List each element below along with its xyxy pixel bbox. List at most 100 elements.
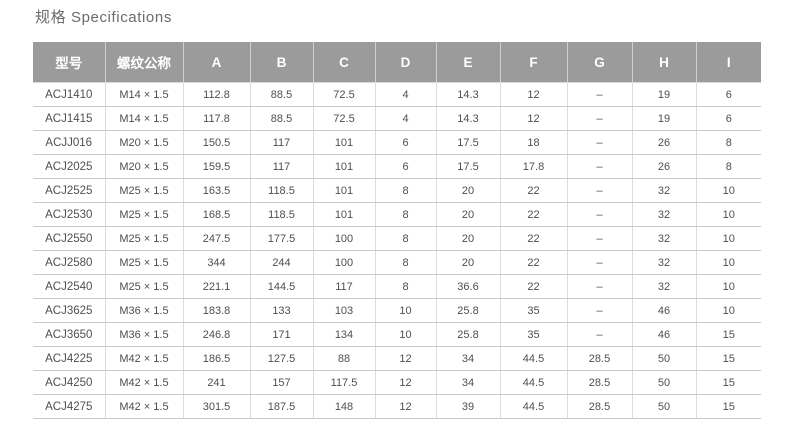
table-cell: 301.5 bbox=[183, 394, 251, 419]
table-cell: 44.5 bbox=[500, 346, 568, 371]
column-header-a: A bbox=[183, 42, 251, 83]
table-cell: M20 × 1.5 bbox=[105, 154, 184, 179]
model-cell: ACJ1410 bbox=[33, 82, 106, 107]
table-cell: 14.3 bbox=[436, 82, 501, 107]
table-row: ACJ4275 M42 × 1.5 301.5 187.5 148 12 39 44.5 28.… bbox=[33, 394, 761, 419]
table-cell: 88 bbox=[313, 346, 376, 371]
table-cell: 117.8 bbox=[183, 106, 251, 131]
table-cell: 35 bbox=[500, 298, 568, 323]
column-header-e: E bbox=[436, 42, 501, 83]
table-cell: 4 bbox=[375, 82, 437, 107]
table-cell: 32 bbox=[632, 250, 697, 275]
table-cell: 28.5 bbox=[567, 394, 633, 419]
header-row: 型号 螺纹公称 A B C D E F G H I bbox=[33, 42, 761, 83]
column-header-i: I bbox=[696, 42, 761, 83]
table-cell: 25.8 bbox=[436, 298, 501, 323]
model-cell: ACJ2550 bbox=[33, 226, 106, 251]
table-cell: 133 bbox=[250, 298, 314, 323]
table-cell: 32 bbox=[632, 178, 697, 203]
table-cell: 171 bbox=[250, 322, 314, 347]
table-cell: 22 bbox=[500, 202, 568, 227]
table-cell: 117 bbox=[313, 274, 376, 299]
table-cell: – bbox=[567, 322, 633, 347]
table-cell: 25.8 bbox=[436, 322, 501, 347]
table-cell: 28.5 bbox=[567, 370, 633, 395]
model-cell: ACJ1415 bbox=[33, 106, 106, 131]
table-cell: 12 bbox=[500, 82, 568, 107]
table-cell: 8 bbox=[375, 274, 437, 299]
table-row: ACJ3625 M36 × 1.5 183.8 133 103 10 25.8 35–46 10 bbox=[33, 298, 761, 323]
table-cell: 88.5 bbox=[250, 106, 314, 131]
model-cell: ACJ4225 bbox=[33, 346, 106, 371]
table-cell: 50 bbox=[632, 394, 697, 419]
table-cell: 150.5 bbox=[183, 130, 251, 155]
table-cell: 6 bbox=[696, 106, 761, 131]
table-cell: 101 bbox=[313, 178, 376, 203]
table-cell: 117 bbox=[250, 154, 314, 179]
table-cell: 6 bbox=[375, 130, 437, 155]
table-cell: 12 bbox=[375, 370, 437, 395]
table-cell: 157 bbox=[250, 370, 314, 395]
table-cell: 20 bbox=[436, 202, 501, 227]
table-cell: 17.5 bbox=[436, 130, 501, 155]
table-row: ACJ2525 M25 × 1.5 163.5 118.5 101 8 20 22–32 10 bbox=[33, 178, 761, 203]
table-cell: 26 bbox=[632, 154, 697, 179]
table-body: ACJ1410 M14 × 1.5 112.8 88.5 72.5 4 14.3 12–19 6… bbox=[33, 82, 761, 419]
table-cell: 10 bbox=[696, 250, 761, 275]
table-cell: 127.5 bbox=[250, 346, 314, 371]
table-cell: 44.5 bbox=[500, 370, 568, 395]
table-cell: – bbox=[567, 250, 633, 275]
table-cell: 15 bbox=[696, 370, 761, 395]
table-cell: 117.5 bbox=[313, 370, 376, 395]
table-cell: 15 bbox=[696, 322, 761, 347]
model-cell: ACJ2025 bbox=[33, 154, 106, 179]
table-row: ACJ2025 M20 × 1.5 159.5 117 101 6 17.5 17.8–26 8 bbox=[33, 154, 761, 179]
table-cell: M25 × 1.5 bbox=[105, 274, 184, 299]
table-cell: 34 bbox=[436, 370, 501, 395]
table-cell: 118.5 bbox=[250, 178, 314, 203]
table-cell: 183.8 bbox=[183, 298, 251, 323]
table-cell: 8 bbox=[696, 154, 761, 179]
table-cell: – bbox=[567, 106, 633, 131]
table-cell: 22 bbox=[500, 274, 568, 299]
model-cell: ACJ2525 bbox=[33, 178, 106, 203]
table-cell: 10 bbox=[375, 322, 437, 347]
table-cell: 10 bbox=[696, 178, 761, 203]
table-cell: 246.8 bbox=[183, 322, 251, 347]
table-cell: 134 bbox=[313, 322, 376, 347]
table-cell: M14 × 1.5 bbox=[105, 106, 184, 131]
table-row: ACJ1415 M14 × 1.5 117.8 88.5 72.5 4 14.3 12–19 6 bbox=[33, 106, 761, 131]
model-cell: ACJ2530 bbox=[33, 202, 106, 227]
column-header-d: D bbox=[375, 42, 437, 83]
table-row: ACJ4250 M42 × 1.5 241 157 117.5 12 34 44.5 28.5 5… bbox=[33, 370, 761, 395]
table-cell: 35 bbox=[500, 322, 568, 347]
table-row: ACJ2530 M25 × 1.5 168.5 118.5 101 8 20 22–32 10 bbox=[33, 202, 761, 227]
table-cell: 34 bbox=[436, 346, 501, 371]
table-cell: 15 bbox=[696, 394, 761, 419]
table-cell: 148 bbox=[313, 394, 376, 419]
column-header-b: B bbox=[250, 42, 314, 83]
table-row: ACJ4225 M42 × 1.5 186.5 127.5 88 12 34 44.5 28.5… bbox=[33, 346, 761, 371]
table-cell: M14 × 1.5 bbox=[105, 82, 184, 107]
column-header-thread: 螺纹公称 bbox=[105, 42, 184, 83]
table-cell: 72.5 bbox=[313, 106, 376, 131]
table-cell: 244 bbox=[250, 250, 314, 275]
column-header-model: 型号 bbox=[33, 42, 106, 83]
table-cell: 32 bbox=[632, 202, 697, 227]
table-cell: – bbox=[567, 274, 633, 299]
column-header-g: G bbox=[567, 42, 633, 83]
table-cell: 22 bbox=[500, 178, 568, 203]
table-cell: 100 bbox=[313, 226, 376, 251]
table-cell: – bbox=[567, 178, 633, 203]
table-cell: 163.5 bbox=[183, 178, 251, 203]
table-cell: 187.5 bbox=[250, 394, 314, 419]
table-row: ACJJ016 M20 × 1.5 150.5 117 101 6 17.5 18–26 8 bbox=[33, 130, 761, 155]
table-cell: 44.5 bbox=[500, 394, 568, 419]
table-cell: 101 bbox=[313, 154, 376, 179]
table-cell: 10 bbox=[375, 298, 437, 323]
table-cell: 101 bbox=[313, 202, 376, 227]
table-cell: 103 bbox=[313, 298, 376, 323]
table-cell: 247.5 bbox=[183, 226, 251, 251]
table-cell: 12 bbox=[375, 346, 437, 371]
table-cell: 20 bbox=[436, 178, 501, 203]
